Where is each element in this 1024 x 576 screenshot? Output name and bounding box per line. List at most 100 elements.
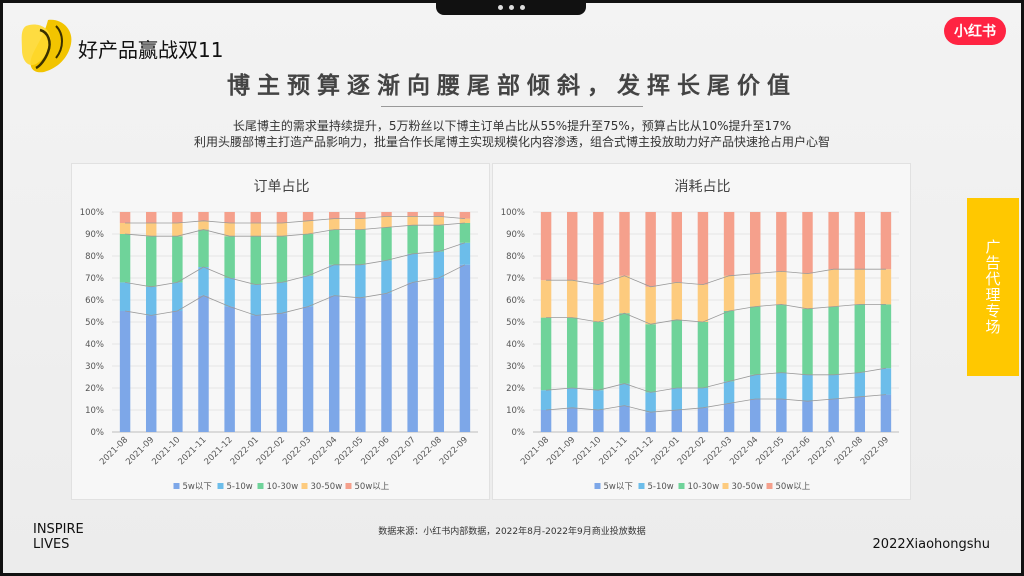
series-connector-line [125, 222, 465, 237]
brand-logo-icon [18, 16, 76, 80]
legend-swatch [594, 483, 601, 489]
legend-label: 5w以下 [183, 482, 213, 492]
legend-label: 5w以下 [604, 482, 634, 492]
bar-segment [540, 212, 552, 281]
bar-segment [381, 216, 392, 228]
bar-segment [119, 223, 131, 234]
series-connector-line [546, 268, 886, 288]
order-share-chart-panel: 订单占比 0% 10% 20% 30% 40% 50% 60% 70% 80% 90% 100% 202… [71, 163, 490, 500]
bar-segment [381, 212, 392, 217]
ad-agency-side-tab[interactable]: 广告代理专场 [967, 198, 1019, 376]
y-tick-label: 50% [506, 318, 525, 328]
y-tick-label: 40% [506, 340, 525, 350]
x-tick-label: 2022-09 [438, 435, 470, 467]
bar-segment [302, 220, 314, 234]
bar-segment [593, 322, 604, 391]
bar-segment [198, 212, 209, 221]
bar-segment [749, 399, 761, 432]
bar-segment [802, 308, 813, 375]
bar-segment [645, 412, 656, 432]
bar-segment [645, 392, 656, 413]
legend-label: 30-50w [732, 482, 764, 492]
bar-segment [119, 212, 131, 223]
bar-segment [276, 236, 288, 283]
bar-segment [566, 388, 578, 408]
bar-segment [540, 317, 552, 391]
bar-segment [880, 394, 892, 432]
bar-segment [723, 403, 735, 432]
bar-segment [328, 264, 340, 296]
bar-segment [880, 212, 892, 270]
bar-segment [381, 260, 392, 294]
legend-label: 5-10w [227, 482, 253, 492]
bar-segment [355, 264, 366, 298]
bar-segment [224, 306, 235, 432]
bar-segment [224, 278, 235, 307]
bar-segment [145, 223, 157, 237]
y-tick-label: 100% [80, 208, 104, 218]
legend-label: 10-30w [267, 482, 299, 492]
bar-segment [619, 313, 630, 384]
bar-segment [407, 225, 418, 254]
bar-segment [224, 236, 235, 278]
bar-segment [407, 282, 418, 432]
y-tick-label: 30% [85, 362, 104, 372]
legend-swatch [638, 483, 645, 489]
bar-segment [880, 269, 892, 305]
bar-segment [540, 280, 552, 318]
bar-segment [459, 264, 471, 432]
bar-segment [566, 407, 578, 432]
bar-segment [854, 212, 866, 270]
legend-swatch [217, 483, 224, 489]
bar-segment [198, 295, 209, 432]
bar-segment [433, 225, 445, 252]
bar-segment [250, 223, 262, 237]
y-tick-label: 90% [85, 230, 104, 240]
subtitle-line-2: 利用头腰部博主打造产品影响力，批量合作长尾博主实现规模化内容渗透，组合式博主投放… [193, 135, 830, 149]
bar-segment [566, 280, 578, 318]
bar-segment [407, 253, 418, 283]
series-connector-line [546, 303, 886, 325]
bar-segment [645, 286, 656, 325]
y-tick-label: 80% [85, 252, 104, 262]
bar-segment [828, 374, 839, 399]
y-tick-label: 20% [85, 384, 104, 394]
bar-segment [749, 273, 761, 307]
bar-segment [172, 311, 183, 432]
series-connector-line [546, 367, 886, 393]
bar-segment [145, 286, 157, 316]
bar-segment [145, 315, 157, 432]
inspire-line-1: INSPIRE [33, 522, 84, 537]
y-tick-label: 40% [85, 340, 104, 350]
page-headline: 博主预算逐渐向腰尾部倾斜，发挥长尾价值 [227, 73, 797, 99]
bar-segment [198, 229, 209, 267]
bar-segment [697, 322, 709, 388]
bar-segment [749, 374, 761, 399]
bar-segment [145, 212, 157, 223]
inspire-lives-slogan: INSPIRE LIVES [33, 522, 84, 552]
bar-segment [880, 304, 892, 369]
bar-segment [172, 223, 183, 237]
y-tick-label: 20% [506, 384, 525, 394]
bar-segment [723, 311, 735, 382]
bar-segment [697, 407, 709, 432]
subtitle-line-1: 长尾博主的需求量持续提升，5万粉丝以下博主订单占比从55%提升至75%，预算占比… [232, 119, 792, 133]
headline-divider [381, 106, 643, 107]
legend-swatch [766, 483, 773, 489]
bar-segment [828, 212, 839, 270]
chart-title: 消耗占比 [675, 179, 731, 195]
y-tick-label: 70% [506, 274, 525, 284]
order-share-chart: 订单占比 0% 10% 20% 30% 40% 50% 60% 70% 80% 90% 100% 202… [80, 179, 478, 492]
bar-segment [749, 212, 761, 274]
bar-segment [250, 315, 262, 432]
bar-segment [381, 227, 392, 261]
bar-segment [119, 234, 131, 283]
bar-segment [172, 282, 183, 311]
bar-segment [276, 313, 288, 432]
series-connector-line [125, 216, 465, 224]
bar-segment [276, 212, 288, 223]
bar-segment [593, 410, 604, 432]
bar-segment [776, 212, 787, 272]
bar-segment [749, 306, 761, 375]
data-source-note: 数据来源：小红书内部数据，2022年8月-2022年9月商业投放数据 [378, 527, 646, 537]
